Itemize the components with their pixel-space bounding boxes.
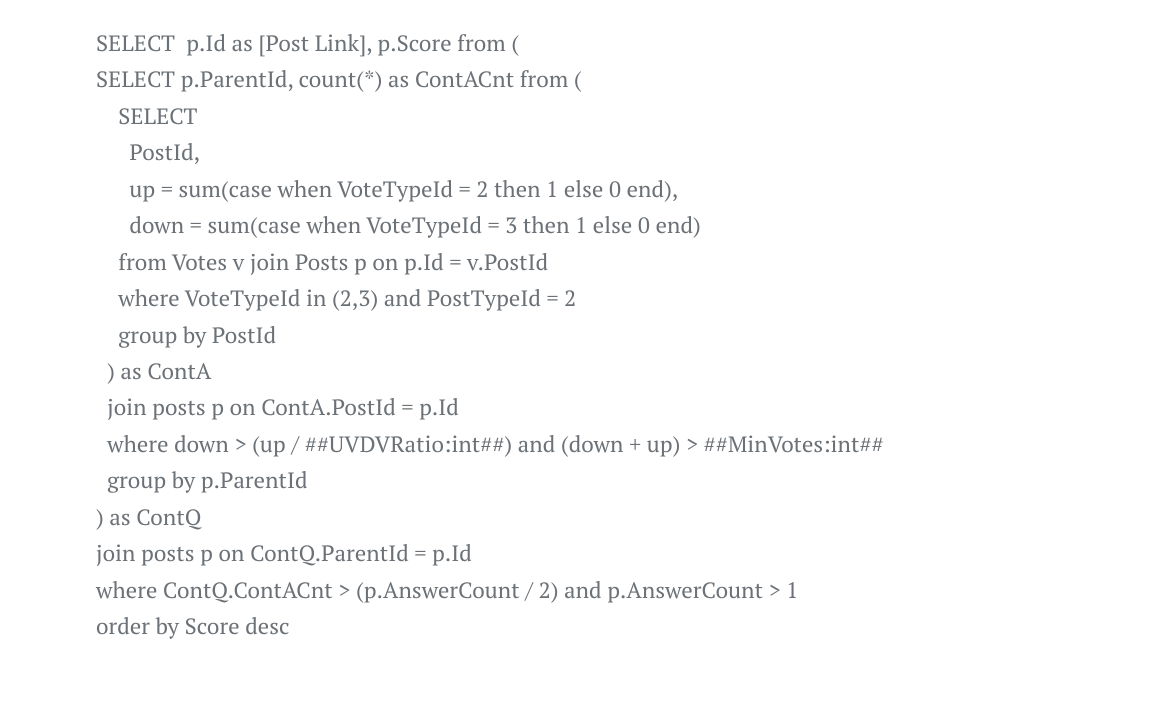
code-line: where down > (up / ##UVDVRatio:int##) an… [96,430,884,459]
code-line: up = sum(case when VoteTypeId = 2 then 1… [96,175,678,204]
code-line: SELECT p.ParentId, count(*) as ContACnt … [96,65,582,94]
code-line: ) as ContA [96,357,211,386]
code-line: join posts p on ContA.PostId = p.Id [96,393,459,422]
code-line: down = sum(case when VoteTypeId = 3 then… [96,211,701,240]
code-line: group by PostId [96,321,276,350]
sql-code-block: SELECT p.Id as [Post Link], p.Score from… [0,0,1158,645]
code-line: PostId, [96,138,200,167]
code-line: from Votes v join Posts p on p.Id = v.Po… [96,248,548,277]
code-line: group by p.ParentId [96,466,308,495]
code-line: where VoteTypeId in (2,3) and PostTypeId… [96,284,576,313]
code-line: where ContQ.ContACnt > (p.AnswerCount / … [96,576,798,605]
code-line: order by Score desc [96,612,290,641]
code-line: SELECT [96,102,197,131]
code-line: join posts p on ContQ.ParentId = p.Id [96,539,472,568]
code-line: SELECT p.Id as [Post Link], p.Score from… [96,29,519,58]
code-line: ) as ContQ [96,503,202,532]
